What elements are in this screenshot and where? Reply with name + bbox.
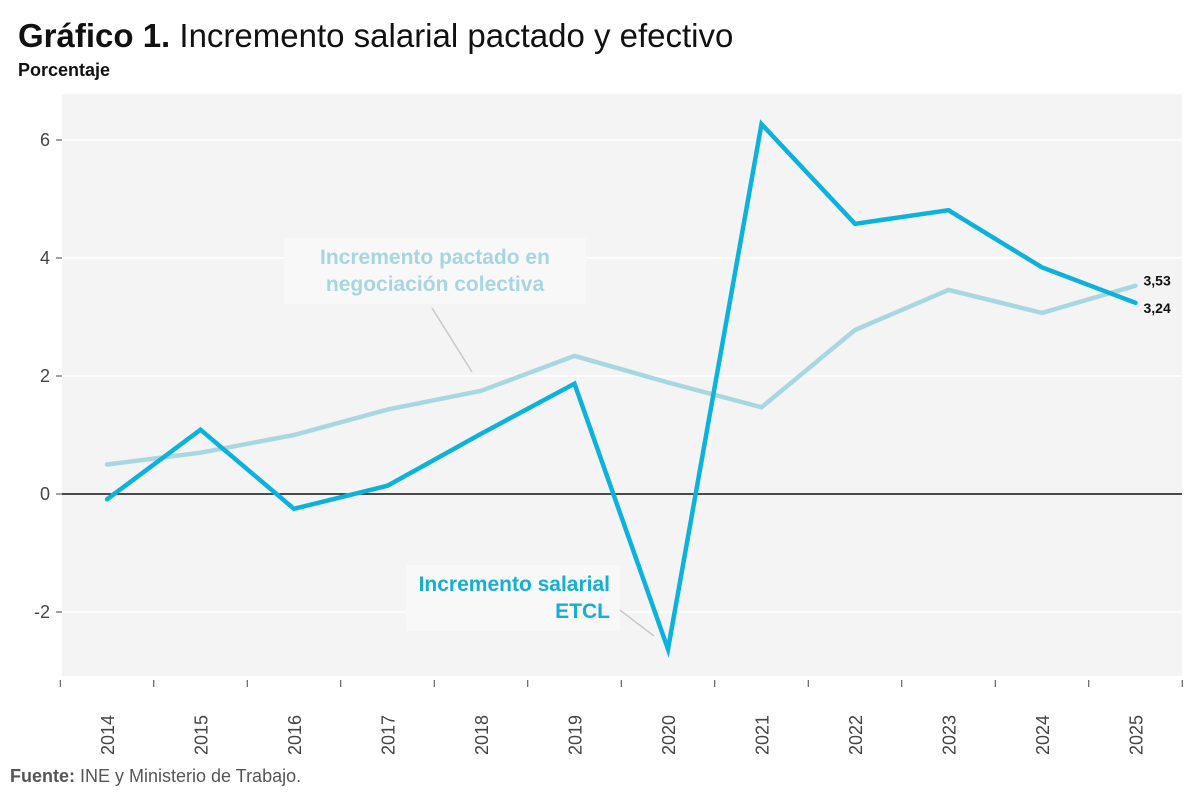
chart-subtitle: Porcentaje bbox=[18, 60, 111, 80]
y-tick-label: -2 bbox=[34, 602, 50, 622]
plot-background bbox=[62, 94, 1182, 676]
x-tick-label: 2021 bbox=[753, 715, 773, 755]
source-text: INE y Ministerio de Trabajo. bbox=[80, 766, 302, 786]
x-tick-label: 2017 bbox=[379, 715, 399, 755]
chart-title-text: Incremento salarial pactado y efectivo bbox=[179, 17, 734, 54]
series-line-etcl bbox=[104, 119, 1138, 659]
x-tick-label: 2023 bbox=[940, 715, 960, 755]
annotation-pactado: Incremento pactado en negociación colect… bbox=[284, 238, 586, 304]
x-tick-label: 2014 bbox=[98, 715, 118, 755]
x-tick-label: 2024 bbox=[1033, 715, 1053, 755]
y-tick-label: 0 bbox=[40, 484, 50, 504]
end-label-pactado: 3,53 bbox=[1144, 273, 1171, 289]
y-tick-label: 2 bbox=[40, 366, 50, 386]
source-note: Fuente: INE y Ministerio de Trabajo. bbox=[10, 766, 301, 787]
series-line-pactado bbox=[104, 283, 1138, 467]
x-tick-label: 2025 bbox=[1127, 715, 1147, 755]
y-tick-label: 6 bbox=[40, 130, 50, 150]
line-chart: -2 0 2 4 6 2014 2015 2016 2017 2018 2019 2020 2021 20… bbox=[34, 94, 1183, 755]
x-tick-label: 2018 bbox=[472, 715, 492, 755]
x-tick-label: 2016 bbox=[285, 715, 305, 755]
x-tick-label: 2020 bbox=[659, 715, 679, 755]
chart-title: Gráfico 1. Incremento salarial pactado y… bbox=[18, 16, 733, 56]
x-tick-label: 2022 bbox=[846, 715, 866, 755]
annotation-pactado-leader bbox=[431, 307, 473, 373]
chart-title-number: Gráfico 1. bbox=[18, 17, 171, 54]
source-label: Fuente: bbox=[10, 766, 75, 786]
x-tick-label: 2019 bbox=[566, 715, 586, 755]
x-tick-label: 2015 bbox=[192, 715, 212, 755]
annotation-etcl: Incremento salarial ETCL bbox=[406, 565, 620, 631]
y-tick-label: 4 bbox=[40, 248, 50, 268]
end-label-etcl: 3,24 bbox=[1144, 300, 1171, 316]
